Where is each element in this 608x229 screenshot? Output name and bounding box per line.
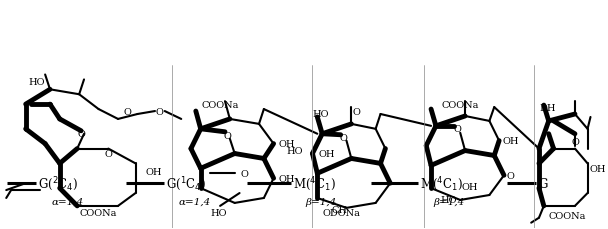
Text: β=1,4: β=1,4 [433,197,464,206]
Text: OH: OH [461,182,478,191]
Text: COONa: COONa [201,100,239,109]
Text: O: O [224,132,232,141]
Text: O: O [156,107,164,116]
Text: G($^{1}$C$_{4}$): G($^{1}$C$_{4}$) [166,175,206,192]
Text: O: O [124,107,132,116]
Text: O: O [454,125,461,134]
Text: M($^{4}$C$_{1}$): M($^{4}$C$_{1}$) [294,175,336,192]
Text: O: O [507,171,515,180]
Text: HO: HO [313,110,329,119]
Text: DH: DH [539,103,556,112]
Text: COONa: COONa [80,208,117,217]
Text: G: G [538,177,547,190]
Text: O: O [340,134,348,143]
Text: O: O [241,169,248,178]
Text: OH: OH [590,164,606,173]
Text: COONa: COONa [548,211,586,220]
Text: OH: OH [278,139,295,148]
Text: O: O [105,149,112,158]
Text: CH: CH [332,205,348,214]
Text: HO: HO [286,146,303,155]
Text: β=1,4: β=1,4 [306,197,337,206]
Text: α=1,4: α=1,4 [179,197,211,206]
Text: ODONa: ODONa [322,208,360,217]
Text: M($^{4}$C$_{1}$): M($^{4}$C$_{1}$) [420,175,463,192]
Text: HO: HO [441,196,457,204]
Text: COONa: COONa [441,100,479,109]
Text: OH: OH [319,149,335,158]
Text: OH: OH [145,167,162,176]
Text: O: O [77,130,85,139]
Text: HO: HO [29,78,45,87]
Text: HO: HO [210,208,227,217]
Text: O: O [352,107,360,116]
Text: G($^{2}$C$_{4}$): G($^{2}$C$_{4}$) [38,175,78,192]
Text: α=1,4: α=1,4 [52,197,84,206]
Text: OH: OH [278,174,295,183]
Text: O: O [571,138,579,147]
Text: OH: OH [502,136,519,146]
